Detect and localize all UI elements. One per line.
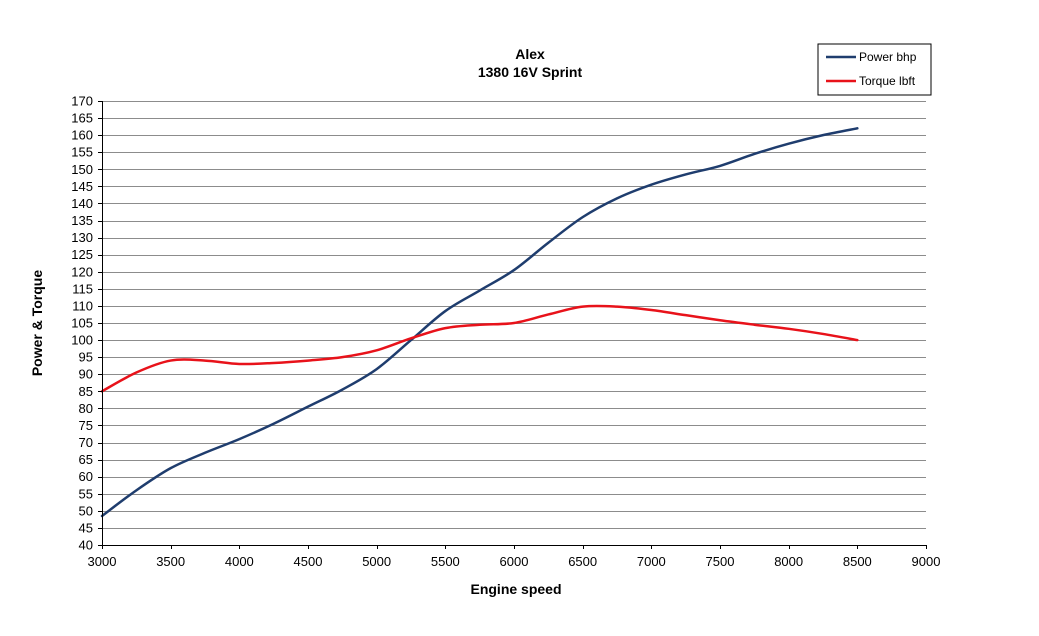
x-tick-label: 9000 [912, 554, 941, 569]
tick-labels: 40 45 50 55 60 65 70 75 80 85 90 95 100 105 110 115 120 1… [71, 94, 940, 570]
y-tick-label: 120 [71, 264, 93, 279]
series-line-power [100, 127, 859, 518]
y-tick-label: 95 [79, 350, 93, 365]
y-tick-label: 85 [79, 384, 93, 399]
y-tick-label: 130 [71, 230, 93, 245]
legend: Power bhp Torque lbft [817, 43, 932, 96]
y-tick-label: 80 [79, 401, 93, 416]
series-line-torque [100, 304, 859, 393]
y-tick-label: 90 [79, 367, 93, 382]
y-tick-label: 125 [71, 247, 93, 262]
y-tick-label: 40 [79, 538, 93, 553]
legend-label-power: Power bhp [859, 50, 917, 64]
y-tick-label: 50 [79, 503, 93, 518]
legend-box [817, 43, 932, 96]
y-tick-label: 115 [72, 281, 93, 296]
y-tick-label: 75 [79, 418, 93, 433]
legend-label-torque: Torque lbft [859, 74, 916, 88]
x-tick-label: 8000 [774, 554, 803, 569]
x-tick-label: 3500 [156, 554, 185, 569]
axes [98, 101, 927, 549]
y-tick-label: 70 [79, 435, 93, 450]
y-tick-label: 110 [72, 298, 93, 313]
x-tick-label: 4000 [225, 554, 254, 569]
y-tick-label: 100 [71, 333, 93, 348]
x-axis-title: Engine speed [470, 581, 561, 597]
y-tick-label: 160 [71, 128, 93, 143]
x-tick-label: 4500 [294, 554, 323, 569]
x-tick-label: 5000 [362, 554, 391, 569]
y-axis-title: Power & Torque [29, 270, 45, 377]
y-tick-label: 60 [79, 469, 93, 484]
x-tick-label: 3000 [88, 554, 117, 569]
chart-title: Alex [515, 46, 545, 62]
y-tick-label: 105 [71, 316, 93, 331]
y-tick-label: 135 [71, 213, 93, 228]
chart-subtitle: 1380 16V Sprint [478, 64, 583, 80]
y-tick-label: 165 [71, 111, 93, 126]
y-tick-label: 155 [71, 145, 93, 160]
y-tick-label: 55 [79, 486, 93, 501]
x-tick-label: 6000 [500, 554, 529, 569]
y-tick-label: 140 [71, 196, 93, 211]
x-tick-label: 8500 [843, 554, 872, 569]
x-tick-label: 6500 [568, 554, 597, 569]
x-tick-label: 7500 [706, 554, 735, 569]
x-tick-label: 7000 [637, 554, 666, 569]
y-tick-label: 150 [71, 162, 93, 177]
x-tick-label: 5500 [431, 554, 460, 569]
grid-lines [102, 101, 926, 529]
y-tick-label: 170 [71, 94, 93, 109]
y-tick-label: 45 [79, 520, 93, 535]
y-tick-label: 145 [71, 179, 93, 194]
series-lines [100, 127, 859, 518]
y-tick-label: 65 [79, 452, 93, 467]
